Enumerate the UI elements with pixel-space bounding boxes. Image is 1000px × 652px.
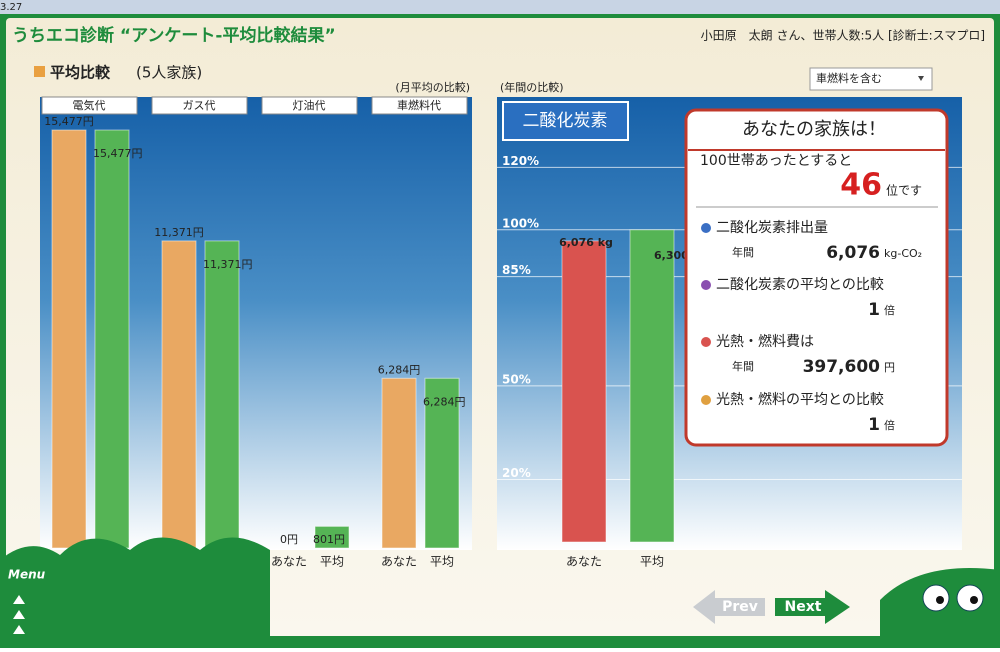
value-label: 6,284円 <box>423 395 466 408</box>
dropdown-value: 車燃料を含む <box>816 71 882 85</box>
bar <box>561 240 607 543</box>
item-value: 1 <box>868 300 880 320</box>
bar <box>629 229 675 543</box>
dropdown-arrow <box>918 76 924 81</box>
item-value: 1 <box>868 415 880 435</box>
item-value: 397,600 <box>803 357 881 377</box>
page-title: うちエコ診断 “アンケート-平均比較結果” <box>12 25 336 46</box>
dropdown[interactable] <box>809 67 933 91</box>
x-tick-label: あなた <box>381 555 417 569</box>
item-period: 年間 <box>732 359 754 373</box>
x-tick-label: 平均 <box>430 555 454 569</box>
chart-subtitle: (月平均の比較) <box>395 80 470 94</box>
y-tick-label: 20% <box>502 466 531 480</box>
group-label-box <box>261 96 358 115</box>
value-label: 6,284円 <box>378 363 421 376</box>
chart-title-box <box>502 101 629 141</box>
group-label-box <box>371 96 468 115</box>
group-label: 車燃料代 <box>397 98 441 112</box>
y-tick-label: 100% <box>502 216 539 230</box>
hill <box>0 537 270 650</box>
bar <box>424 377 460 549</box>
bullet <box>701 395 711 405</box>
value-label: 11,371円 <box>203 258 253 271</box>
item-label: 二酸化炭素排出量 <box>716 220 828 236</box>
bar <box>161 240 197 549</box>
menu-icon[interactable] <box>13 595 25 634</box>
group-label: ガス代 <box>183 99 216 112</box>
y-tick-label: 120% <box>502 154 539 168</box>
item-value: 6,076 <box>826 243 880 263</box>
bar <box>94 129 130 549</box>
section-subtitle: (5人家族) <box>136 64 202 82</box>
menu-label[interactable]: Menu <box>8 568 46 582</box>
chart-subtitle: (年間の比較) <box>500 80 564 94</box>
panel-intro: 100世帯あったとすると <box>700 153 852 169</box>
value-label: 15,477円 <box>44 115 94 128</box>
top-strip <box>0 0 1000 14</box>
bar <box>381 377 417 549</box>
group-label-box <box>151 96 248 115</box>
panel-title: あなたの家族は！ <box>742 119 886 140</box>
frog-eye <box>922 584 950 612</box>
item-label: 光熱・燃料の平均との比較 <box>716 391 884 408</box>
next-button[interactable] <box>775 590 850 624</box>
bar <box>51 129 87 549</box>
section-icon <box>34 66 45 77</box>
frog-pupil <box>970 596 978 604</box>
prev-label[interactable]: Prev <box>722 599 758 615</box>
x-tick-label: あなた <box>271 555 307 569</box>
item-unit: 倍 <box>884 418 895 432</box>
group-label-box <box>41 96 138 115</box>
item-label: 二酸化炭素の平均との比較 <box>716 277 884 293</box>
group-label: 電気代 <box>73 98 106 112</box>
y-tick-label: 85% <box>502 263 531 277</box>
bullet <box>701 223 711 233</box>
value-label: 15,477円 <box>93 147 143 160</box>
item-unit: kg-CO₂ <box>884 247 922 260</box>
y-tick-label: 50% <box>502 372 531 386</box>
item-label: 光熱・燃料費は <box>716 333 814 350</box>
item-period: 年間 <box>732 245 754 259</box>
value-label: 801円 <box>313 533 345 546</box>
user-info: 小田原 太朗 さん、世帯人数:5人 [診断士:スマプロ] <box>701 28 985 43</box>
value-label: 0円 <box>280 533 298 546</box>
x-tick-label: 平均 <box>320 555 344 569</box>
value-label: 11,371円 <box>154 226 204 239</box>
item-unit: 円 <box>884 361 895 374</box>
rank-unit: 位です <box>886 183 922 198</box>
bullet <box>701 337 711 347</box>
x-tick-label: 平均 <box>640 555 664 569</box>
prev-button[interactable] <box>693 590 765 624</box>
frog-pupil <box>936 596 944 604</box>
rank: 46 <box>840 168 882 203</box>
chart-title: 二酸化炭素 <box>523 111 608 131</box>
bullet <box>701 280 711 290</box>
x-tick-label: あなた <box>566 555 602 569</box>
group-label: 灯油代 <box>293 98 326 112</box>
bar <box>204 240 240 549</box>
item-unit: 倍 <box>884 303 895 317</box>
frog-eye <box>956 584 984 612</box>
value-label: 6,076 kg <box>559 236 613 249</box>
version: 3.27 <box>0 2 22 13</box>
bar <box>314 525 350 549</box>
section-title: 平均比較 <box>50 64 111 82</box>
next-label[interactable]: Next <box>785 599 822 615</box>
